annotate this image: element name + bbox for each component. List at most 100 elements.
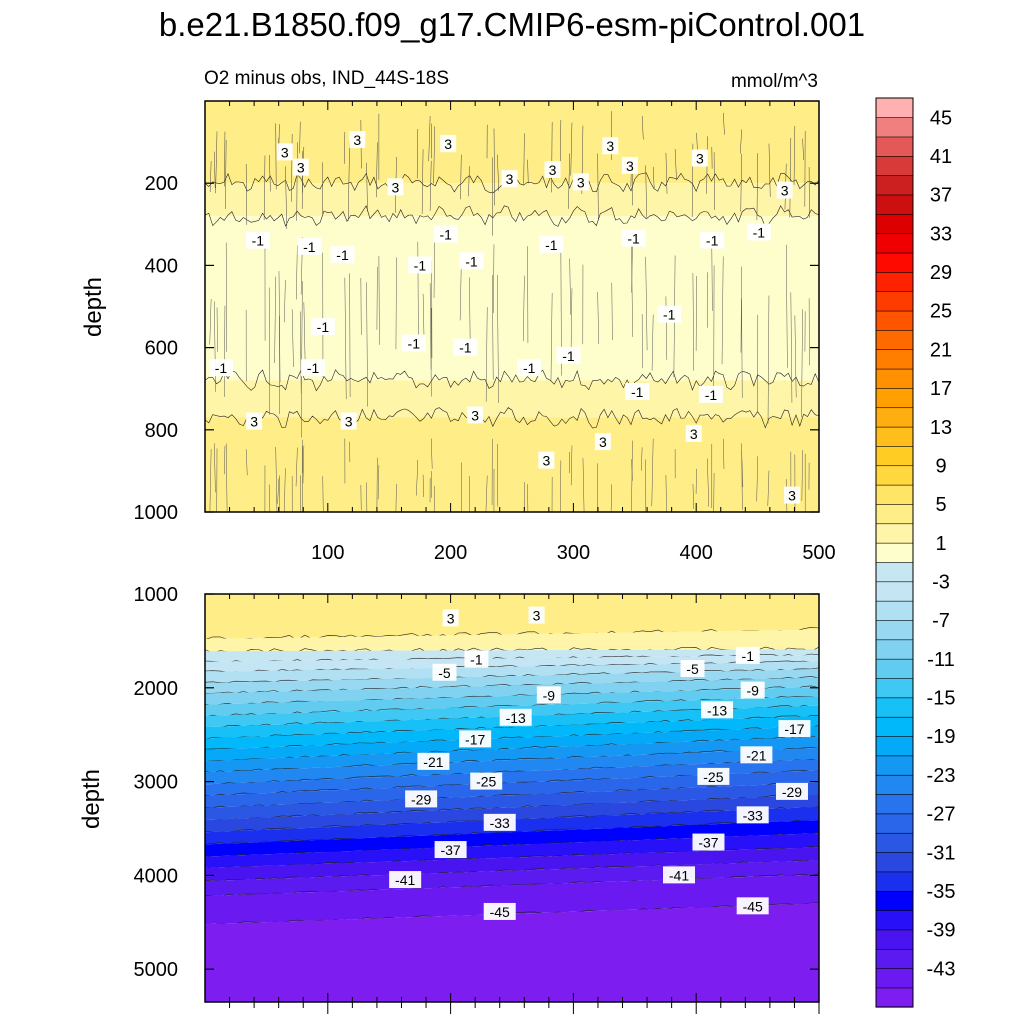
- x-tick-label: 200: [434, 542, 467, 564]
- upper-contour-line: [205, 407, 819, 429]
- upper-contour-line: [756, 456, 759, 502]
- svg-text:3: 3: [577, 174, 585, 190]
- upper-plot-frame: [204, 100, 820, 513]
- contour-label: 3: [538, 451, 555, 469]
- upper-contour-line: [416, 129, 419, 179]
- svg-text:-5: -5: [686, 661, 699, 677]
- colorbar-swatch: [875, 542, 914, 563]
- contour-label: -29: [775, 782, 808, 800]
- svg-text:-1: -1: [562, 348, 575, 364]
- contour-label: -1: [459, 252, 484, 269]
- svg-text:-37: -37: [698, 835, 718, 851]
- upper-contour-line: [214, 151, 216, 189]
- colorbar-tick-label: -35: [927, 881, 956, 903]
- upper-contour-line: [707, 458, 709, 507]
- contour-label: 3: [602, 137, 619, 155]
- upper-contour-line: [209, 299, 212, 345]
- contour-label: -21: [417, 752, 450, 770]
- upper-contour-line: [268, 287, 270, 415]
- colorbar-swatch: [875, 639, 914, 660]
- svg-text:3: 3: [506, 171, 514, 187]
- colorbar: 45 41 37 33 29 25 21 17 13 9 5 1 -3 -7 -11 -15 -19 -23 -27…: [875, 97, 956, 1008]
- upper-contour-line: [263, 155, 266, 221]
- lower-band-0: [205, 594, 819, 640]
- contour-label: -37: [434, 841, 467, 859]
- upper-contour-line: [209, 161, 212, 192]
- svg-text:-1: -1: [523, 360, 536, 376]
- upper-contour-line: [527, 159, 529, 184]
- upper-contour-line: [631, 440, 633, 512]
- svg-text:3: 3: [353, 132, 361, 148]
- colorbar-swatch: [875, 503, 914, 525]
- upper-contour-line: [225, 139, 227, 209]
- lower-band-15: [205, 770, 819, 808]
- upper-contour-line: [692, 483, 695, 510]
- colorbar-swatch: [875, 755, 914, 776]
- colorbar-swatch: [875, 484, 914, 505]
- upper-contour-line: [740, 266, 742, 353]
- upper-contour-line: [597, 291, 599, 344]
- upper-contour-line: [377, 465, 380, 500]
- upper-contour-line: [291, 309, 294, 368]
- svg-text:-33: -33: [490, 815, 510, 831]
- colorbar-tick-label: 37: [930, 185, 952, 207]
- upper-contour-line: [493, 128, 496, 206]
- svg-text:3: 3: [549, 162, 557, 178]
- contour-label: -1: [301, 359, 326, 377]
- upper-contour-line: [429, 160, 432, 211]
- colorbar-swatch: [875, 890, 914, 911]
- upper-contour-line: [344, 277, 347, 400]
- y-tick-label: 1000: [134, 584, 179, 606]
- colorbar-swatch: [875, 523, 914, 544]
- colorbar-tick-label: 13: [930, 417, 952, 439]
- upper-contour-line: [215, 131, 218, 194]
- colorbar-tick-label: 25: [930, 301, 952, 323]
- upper-contour-line: [214, 443, 216, 493]
- upper-contour-line: [224, 305, 226, 397]
- colorbar-tick-label: -19: [927, 726, 956, 748]
- svg-text:-1: -1: [742, 648, 755, 664]
- lower-band-17: [205, 794, 819, 833]
- upper-contour-line: [395, 483, 397, 512]
- svg-text:-9: -9: [543, 687, 556, 703]
- contour-label: 3: [501, 170, 518, 188]
- upper-contour-line: [245, 164, 248, 225]
- lower-band-1: [205, 629, 819, 652]
- lower-plot-frame: [204, 593, 820, 1003]
- contour-label: -1: [330, 246, 355, 264]
- upper-contour-line: [582, 457, 585, 512]
- y-tick-label: 1000: [134, 502, 179, 524]
- contour-label: -41: [389, 871, 422, 889]
- colorbar-swatch: [875, 716, 914, 737]
- upper-contour-line: [523, 133, 525, 186]
- colorbar-swatch: [875, 117, 914, 138]
- upper-contour-line: [295, 447, 298, 487]
- upper-contour-line: [497, 443, 499, 507]
- upper-contour-line: [741, 451, 744, 488]
- colorbar-swatch: [875, 252, 914, 273]
- upper-contour-line: [631, 459, 633, 481]
- upper-contour-line: [344, 132, 346, 164]
- upper-contour-line: [303, 302, 306, 365]
- upper-contour-line: [631, 242, 633, 293]
- colorbar-swatch: [875, 175, 914, 196]
- contour-label: -45: [483, 902, 516, 920]
- upper-contour-line: [275, 447, 278, 512]
- upper-contour-line: [322, 476, 324, 512]
- contour-label: -45: [736, 897, 769, 915]
- svg-text:-1: -1: [470, 652, 483, 668]
- x-tick-label: 100: [311, 542, 344, 564]
- svg-text:-1: -1: [663, 307, 676, 323]
- colorbar-swatch: [875, 658, 914, 679]
- svg-text:-33: -33: [743, 807, 763, 823]
- colorbar-swatch: [875, 871, 914, 892]
- contour-label: -41: [663, 866, 696, 884]
- upper-contour-line: [347, 141, 350, 221]
- lower-band-12: [205, 736, 819, 773]
- upper-contour-line: [366, 282, 368, 407]
- upper-contour-line: [296, 142, 298, 221]
- colorbar-swatch: [875, 194, 914, 215]
- colorbar-swatch: [875, 987, 914, 1008]
- contour-label: -1: [208, 359, 233, 377]
